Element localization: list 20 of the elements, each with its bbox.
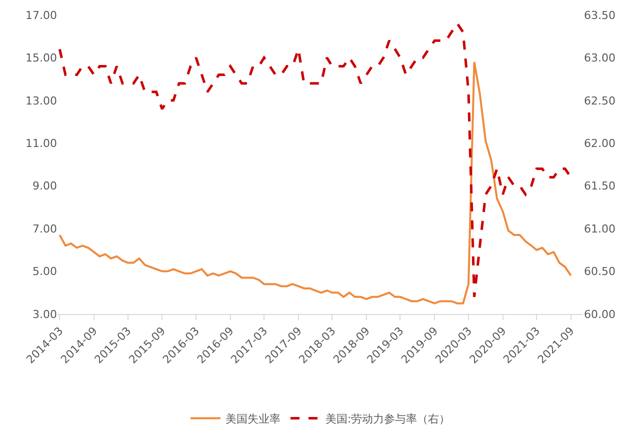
y-tick-label: 13.00 bbox=[26, 94, 57, 108]
y2-tick-label: 60.00 bbox=[584, 308, 616, 321]
y-tick-label: 3.00 bbox=[32, 308, 57, 321]
y-tick-label: 17.00 bbox=[26, 8, 57, 22]
y2-tick-label: 62.50 bbox=[584, 94, 616, 108]
y-tick-label: 15.00 bbox=[26, 52, 57, 65]
y2-tick-label: 61.00 bbox=[584, 222, 616, 236]
y2-tick-label: 60.50 bbox=[584, 265, 616, 278]
y2-tick-label: 61.50 bbox=[584, 180, 616, 193]
y2-tick-label: 63.50 bbox=[584, 8, 616, 22]
legend-label: 美国:劳动力参与率（右） bbox=[326, 412, 450, 426]
y2-tick-label: 63.00 bbox=[584, 52, 616, 65]
legend-label: 美国失业率 bbox=[226, 412, 280, 426]
y-tick-label: 9.00 bbox=[32, 180, 57, 193]
y2-tick-label: 62.00 bbox=[584, 136, 616, 150]
y-tick-label: 11.00 bbox=[26, 136, 57, 150]
y-tick-label: 7.00 bbox=[32, 222, 57, 236]
y-tick-label: 5.00 bbox=[32, 265, 57, 278]
line-series bbox=[58, 22, 572, 298]
line-series bbox=[58, 60, 572, 304]
